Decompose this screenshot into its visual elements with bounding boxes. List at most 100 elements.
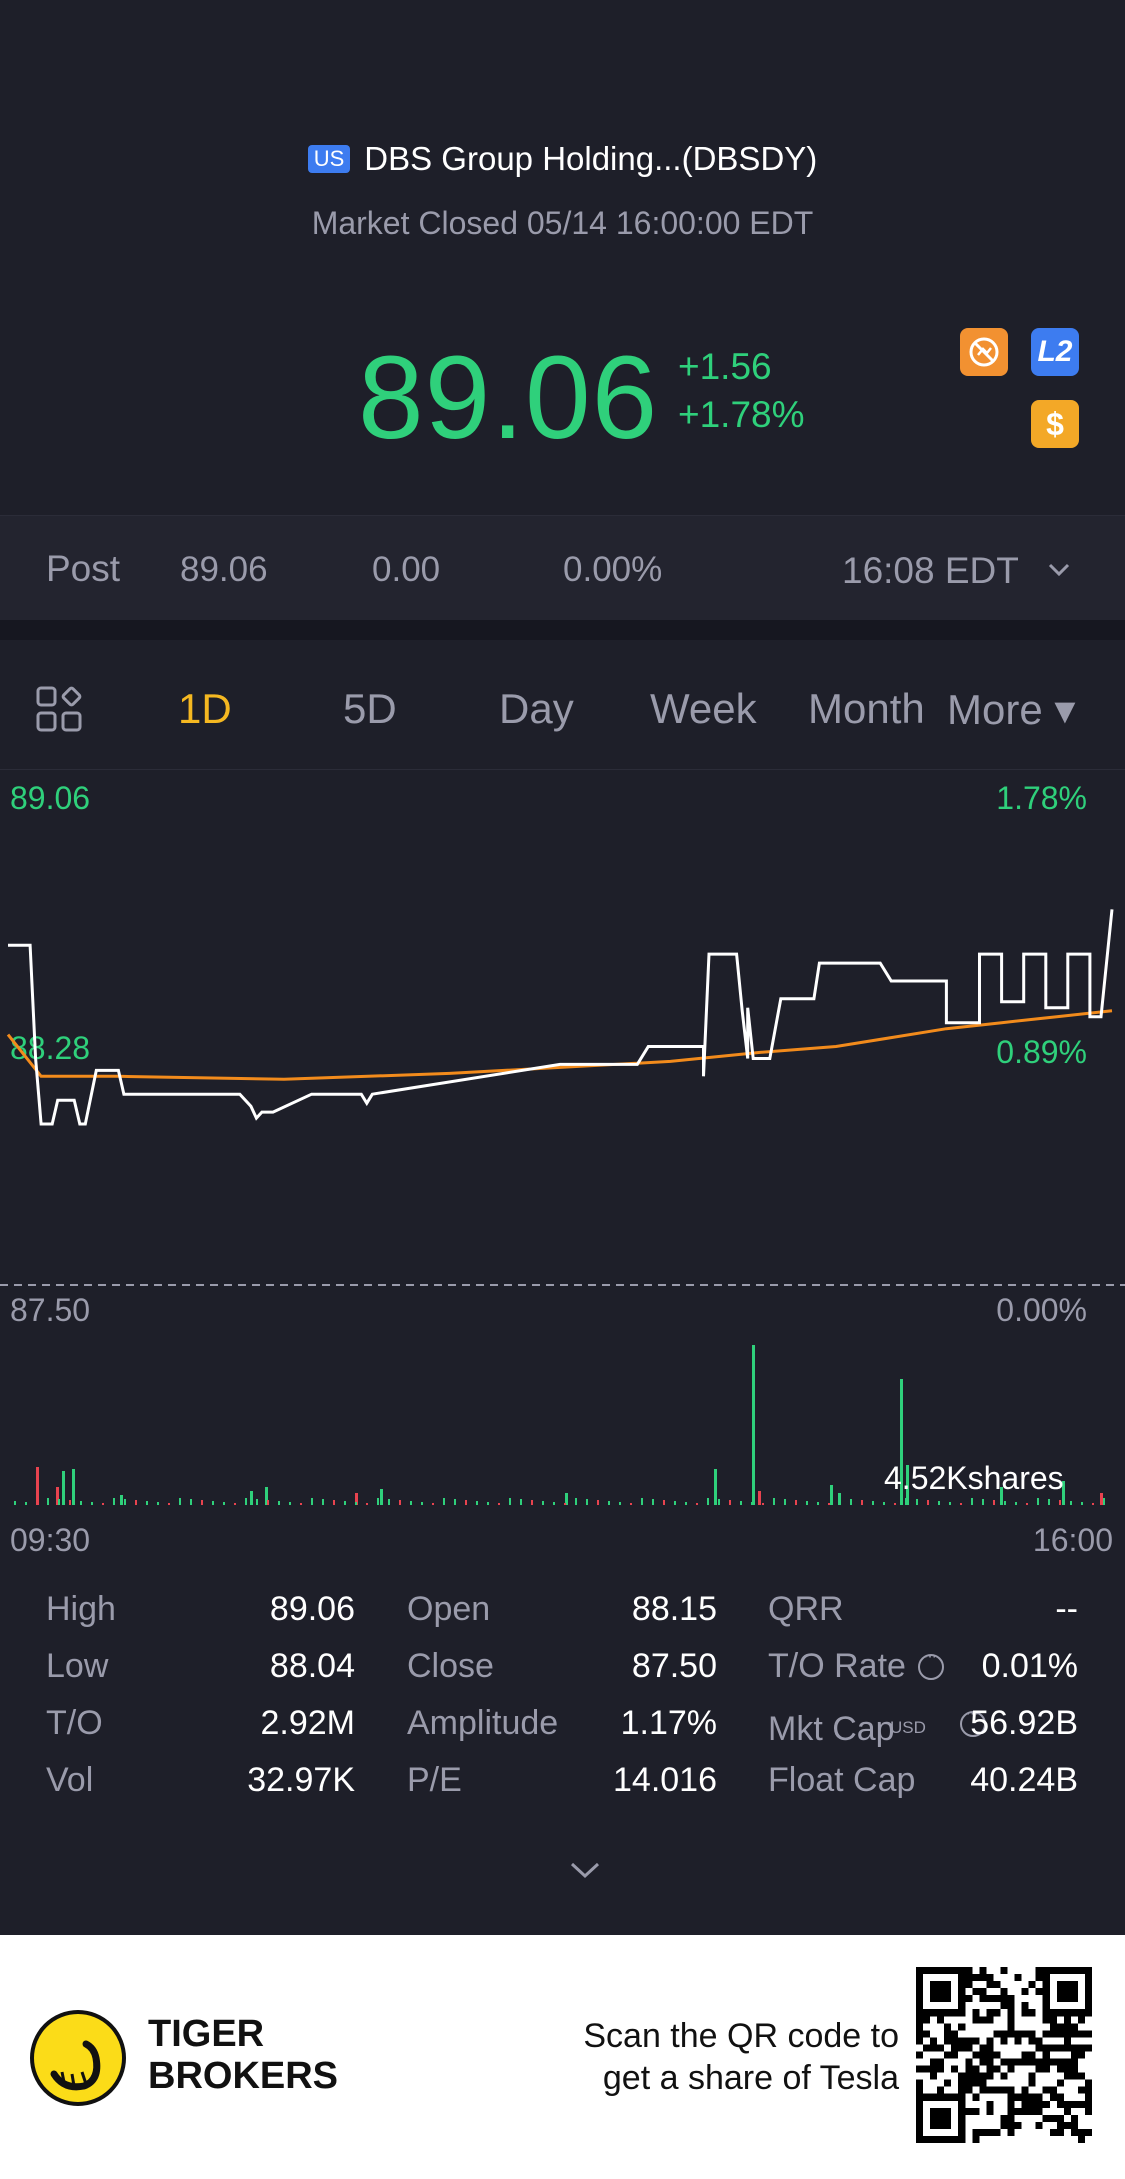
- volume-bar: [1015, 1502, 1017, 1505]
- volume-bar: [674, 1501, 676, 1505]
- volume-bar: [993, 1500, 995, 1505]
- volume-bar: [608, 1501, 610, 1505]
- expand-chevron-icon[interactable]: [568, 1858, 602, 1882]
- volume-bar: [487, 1502, 489, 1505]
- volume-bar: [960, 1503, 962, 1505]
- volume-bar: [113, 1498, 115, 1505]
- layout-grid-icon[interactable]: [36, 686, 82, 732]
- amplitude-value: 1.17%: [620, 1704, 717, 1742]
- dollar-icon[interactable]: $: [1031, 400, 1079, 448]
- promo-text-line2: get a share of Tesla: [602, 2059, 899, 2097]
- volume-bar: [906, 1465, 909, 1505]
- volume-bar: [795, 1500, 797, 1505]
- tab-week[interactable]: Week: [650, 685, 757, 732]
- qrr-value: --: [1055, 1590, 1078, 1628]
- volume-bar: [36, 1503, 38, 1505]
- volume-bar: [982, 1499, 984, 1505]
- x-axis-end-label: 16:00: [1032, 1522, 1113, 1558]
- volume-bar: [1059, 1500, 1061, 1505]
- volume-bar: [758, 1491, 761, 1505]
- volume-bar: [58, 1499, 60, 1505]
- volume-bar: [839, 1498, 841, 1505]
- volume-bar: [542, 1501, 544, 1505]
- volume-bar: [168, 1503, 170, 1505]
- volume-bar: [509, 1498, 511, 1505]
- volume-bars: [14, 1345, 1105, 1505]
- price-change-percent: +1.78%: [678, 394, 805, 435]
- volume-bar: [399, 1500, 401, 1505]
- price-change: +1.56: [678, 346, 772, 387]
- volume-bar: [916, 1499, 918, 1505]
- volume-bar: [938, 1501, 940, 1505]
- volume-bar: [80, 1501, 82, 1505]
- volume-bar: [696, 1503, 698, 1505]
- no-shorting-icon[interactable]: [960, 328, 1008, 376]
- volume-bar: [752, 1345, 755, 1505]
- tab-day[interactable]: Day: [499, 685, 574, 732]
- volume-bar: [278, 1501, 280, 1505]
- volume-bar: [531, 1500, 533, 1505]
- volume-bar: [630, 1503, 632, 1505]
- amplitude-label: Amplitude: [407, 1704, 559, 1742]
- volume-bar: [806, 1501, 808, 1505]
- brand-name-line1: TIGER: [148, 2013, 265, 2055]
- info-icon[interactable]: [918, 1648, 944, 1680]
- volume-bar: [817, 1502, 819, 1505]
- volume-bar: [311, 1498, 313, 1505]
- volume-bar: [740, 1501, 742, 1505]
- volume-bar: [322, 1499, 324, 1505]
- volume-bar: [663, 1500, 665, 1505]
- volume-bar: [443, 1498, 445, 1505]
- high-value: 89.06: [269, 1590, 355, 1628]
- stock-title: DBS Group Holding...(DBSDY): [364, 140, 818, 177]
- volume-bar: [380, 1489, 383, 1505]
- volume-bar: [575, 1498, 577, 1505]
- promo-footer: TIGER BROKERS Scan the QR code to get a …: [0, 1935, 1125, 2179]
- chevron-down-icon[interactable]: [1045, 556, 1073, 584]
- title-row[interactable]: US DBS Group Holding...(DBSDY): [0, 140, 1125, 178]
- volume-bar: [366, 1503, 368, 1505]
- intraday-chart[interactable]: 89.06 1.78% 88.28 0.89% 87.50 0.00% 4.52…: [0, 770, 1125, 1558]
- volume-bar: [1026, 1503, 1028, 1505]
- volume-bar: [135, 1500, 137, 1505]
- volume-bar: [1048, 1499, 1050, 1505]
- post-market-row[interactable]: Post 89.06 0.00 0.00% 16:08 EDT: [0, 515, 1125, 620]
- volume-bar: [850, 1499, 852, 1505]
- level2-icon[interactable]: L2: [1031, 328, 1079, 376]
- volume-bar: [652, 1499, 654, 1505]
- volume-bar: [234, 1503, 236, 1505]
- volume-bar: [564, 1503, 566, 1505]
- volume-bar: [773, 1498, 775, 1505]
- volume-bar: [1000, 1487, 1003, 1505]
- volume-bar: [828, 1503, 830, 1505]
- float-cap-value: 40.24B: [970, 1761, 1078, 1799]
- close-label: Close: [407, 1647, 494, 1685]
- volume-bar: [421, 1502, 423, 1505]
- quote-header: US DBS Group Holding...(DBSDY) Market Cl…: [0, 0, 1125, 515]
- x-axis-start-label: 09:30: [10, 1522, 91, 1558]
- volume-bar: [971, 1498, 973, 1505]
- volume-bar: [872, 1501, 874, 1505]
- volume-bar: [377, 1498, 379, 1505]
- tab-5d[interactable]: 5D: [343, 685, 397, 732]
- volume-bar: [245, 1498, 247, 1505]
- tab-1d[interactable]: 1D: [178, 685, 232, 732]
- volume-bar: [927, 1500, 929, 1505]
- pe-label: P/E: [407, 1761, 462, 1799]
- tab-month[interactable]: Month: [808, 685, 925, 732]
- volume-bar: [729, 1500, 731, 1505]
- tab-more[interactable]: More ▾: [947, 686, 1076, 733]
- info-icon[interactable]: [960, 1705, 987, 1737]
- volume-bar: [553, 1502, 555, 1505]
- pct-axis-bottom-label: 0.00%: [996, 1292, 1087, 1328]
- price-chart-svg: [0, 909, 1125, 1505]
- volume-bar: [72, 1469, 75, 1505]
- volume-bar: [14, 1501, 16, 1505]
- volume-bar: [565, 1493, 568, 1505]
- volume-bar: [201, 1500, 203, 1505]
- turnover-rate-label: T/O Rate: [768, 1647, 906, 1685]
- volume-bar: [900, 1379, 903, 1505]
- price-line: [8, 909, 1114, 1126]
- volume-bar: [619, 1502, 621, 1505]
- volume-bar: [146, 1501, 148, 1505]
